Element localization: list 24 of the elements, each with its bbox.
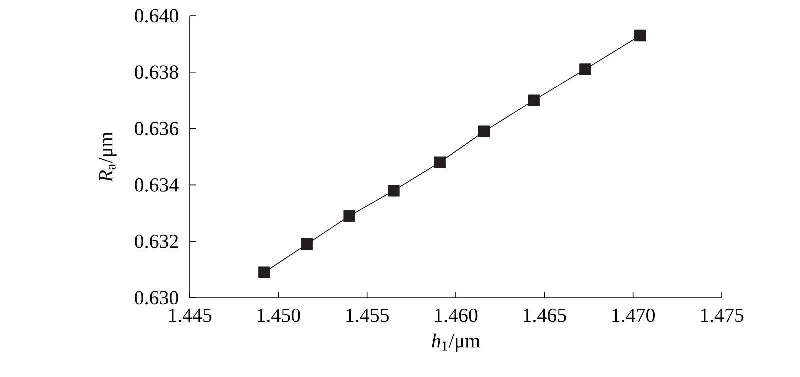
point — [634, 30, 646, 42]
point — [478, 126, 490, 138]
x-tick-label: 1.465 — [524, 308, 566, 322]
x-tick-label: 1.470 — [612, 308, 655, 322]
x-tick-label: 1.455 — [346, 308, 389, 322]
y-tick-label: 0.636 — [135, 122, 179, 136]
x-tick-label: 1.475 — [701, 308, 744, 322]
x-tick-label: 1.450 — [258, 308, 300, 322]
y-tick-label: 0.640 — [135, 9, 178, 23]
x-tick-label: 1.445 — [169, 308, 212, 322]
point — [388, 184, 400, 197]
y-axis-title: R$_{a}$/μm — [99, 132, 117, 182]
point — [301, 238, 313, 250]
point — [258, 266, 270, 279]
point — [434, 156, 446, 169]
y-tick-label: 0.632 — [135, 234, 178, 248]
y-tick-label: 0.634 — [135, 178, 179, 192]
point — [528, 94, 540, 106]
x-tick-label: 1.460 — [435, 308, 478, 322]
point — [580, 64, 592, 76]
y-tick-label: 0.638 — [135, 66, 178, 80]
y-tick-label: 0.630 — [135, 291, 178, 305]
point — [344, 210, 356, 222]
x-axis-title: h$_{1}$/μm — [432, 334, 480, 352]
